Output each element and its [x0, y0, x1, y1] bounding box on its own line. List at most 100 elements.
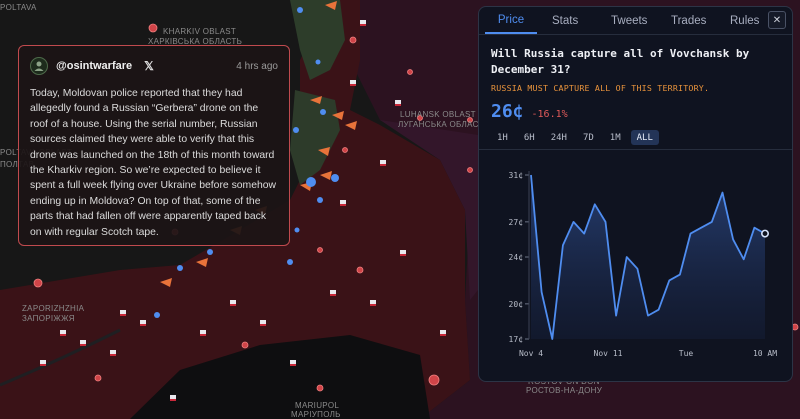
- map-label-zaporizhzhia: ZAPORIZHZHIA: [22, 304, 85, 313]
- tweet-text: Today, Moldovan police reported that the…: [30, 88, 277, 238]
- attack-arrow: [320, 171, 332, 180]
- map-label-luhansk-oblast: LUHANSK OBLAST: [400, 110, 476, 119]
- city-marker: [407, 69, 413, 75]
- panel-tabs: Price Stats Tweets Trades Rules ✕: [479, 7, 792, 34]
- price-area: [531, 175, 765, 339]
- flag-markers: [40, 20, 446, 401]
- attack-arrow: [160, 278, 172, 287]
- close-button[interactable]: ✕: [768, 11, 786, 29]
- marker: [207, 249, 213, 255]
- attack-arrow: [345, 121, 357, 130]
- flag: [380, 160, 386, 164]
- y-tick-label: 17¢: [509, 335, 524, 344]
- tweet-header: @osintwarfare 𝕏 4 hrs ago: [30, 56, 278, 76]
- flag-stripe: [440, 334, 446, 336]
- map-label-poltava: POLTAVA: [0, 3, 37, 12]
- y-tick-label: 24¢: [509, 253, 524, 262]
- flag-stripe: [290, 364, 296, 366]
- flag-stripe: [330, 294, 336, 296]
- x-tick-label: Nov 11: [594, 349, 623, 358]
- price-line: [530, 174, 766, 340]
- tab-tweets[interactable]: Tweets: [611, 14, 648, 27]
- flag: [170, 395, 176, 399]
- sea-of-azov: [130, 335, 430, 419]
- y-tick-label: 20¢: [509, 300, 524, 309]
- marker: [317, 197, 323, 203]
- river: [0, 328, 121, 387]
- tweet-handle[interactable]: @osintwarfare: [56, 60, 133, 72]
- flag: [440, 330, 446, 334]
- flag-stripe: [170, 399, 176, 401]
- city-marker: [467, 117, 473, 123]
- marker: [320, 109, 326, 115]
- range-7d[interactable]: 7D: [582, 132, 594, 143]
- avatar-soldier-icon: [34, 61, 44, 71]
- marker: [315, 59, 321, 65]
- tab-price[interactable]: Price: [485, 7, 537, 34]
- range-6h[interactable]: 6H: [523, 132, 535, 143]
- tab-divider: [479, 34, 792, 35]
- map-label-zaporizhzhia-ua: ЗАПОРІЖЖЯ: [22, 314, 75, 323]
- flag: [330, 290, 336, 294]
- x-tick-label: Tue: [679, 349, 694, 358]
- x-logo-icon: 𝕏: [144, 59, 154, 73]
- avatar[interactable]: [30, 57, 48, 75]
- range-1h[interactable]: 1H: [497, 132, 508, 143]
- city-marker: [428, 374, 440, 386]
- map-label-kharkiv-oblast: KHARKIV OBLAST: [163, 27, 237, 36]
- city-marker: [148, 23, 158, 33]
- range-1m[interactable]: 1M: [609, 132, 621, 143]
- front-zone-north: [290, 0, 345, 80]
- tweet-card[interactable]: @osintwarfare 𝕏 4 hrs ago Today, Moldova…: [18, 45, 290, 246]
- city-marker: [342, 147, 348, 153]
- flag: [110, 350, 116, 354]
- city-marker: [317, 247, 323, 253]
- flag: [140, 320, 146, 324]
- flag: [360, 20, 366, 24]
- flag: [230, 300, 236, 304]
- flag: [200, 330, 206, 334]
- marker: [293, 127, 299, 133]
- city-marker: [349, 36, 357, 44]
- current-price: 26¢: [491, 101, 524, 122]
- occupied-region: [0, 0, 470, 419]
- city-marker: [467, 167, 473, 173]
- flag-stripe: [395, 104, 401, 106]
- city-marker: [94, 374, 102, 382]
- attack-arrow: [196, 258, 208, 267]
- chart-divider: [479, 149, 792, 150]
- attack-arrow: [325, 1, 337, 10]
- flag-stripe: [40, 364, 46, 366]
- marker: [297, 7, 303, 13]
- flag-stripe: [140, 324, 146, 326]
- flag-stripe: [200, 334, 206, 336]
- flag-stripe: [400, 254, 406, 256]
- city-marker: [316, 384, 324, 392]
- tab-stats[interactable]: Stats: [552, 14, 579, 27]
- map-label-poltava-ua: ПОЛТАВ: [0, 160, 34, 169]
- flag: [60, 330, 66, 334]
- marker: [306, 177, 316, 187]
- market-subtext: RUSSIA MUST CAPTURE ALL OF THIS TERRITOR…: [491, 83, 710, 93]
- attack-arrow: [310, 96, 322, 104]
- luhansk-region: [380, 120, 478, 300]
- range-all[interactable]: ALL: [630, 130, 659, 145]
- flag: [340, 200, 346, 204]
- tab-rules[interactable]: Rules: [730, 14, 760, 27]
- city-marker: [241, 341, 249, 349]
- flag: [260, 320, 266, 324]
- ukrainian-markers: [154, 7, 339, 318]
- current-price-dot[interactable]: [760, 229, 769, 238]
- range-24h[interactable]: 24H: [550, 132, 567, 143]
- flag-stripe: [120, 314, 126, 316]
- attack-arrow: [318, 147, 330, 156]
- tab-trades[interactable]: Trades: [671, 14, 707, 27]
- flag: [350, 80, 356, 84]
- flag-stripe: [370, 304, 376, 306]
- flag-stripe: [60, 334, 66, 336]
- price-chart[interactable]: 31¢ 27¢ 24¢ 20¢ 17¢ Nov 4 Nov 11 Tue 10 AM: [479, 157, 793, 375]
- flag: [395, 100, 401, 104]
- flag-stripe: [350, 84, 356, 86]
- flag-stripe: [260, 324, 266, 326]
- city-marker: [356, 266, 364, 274]
